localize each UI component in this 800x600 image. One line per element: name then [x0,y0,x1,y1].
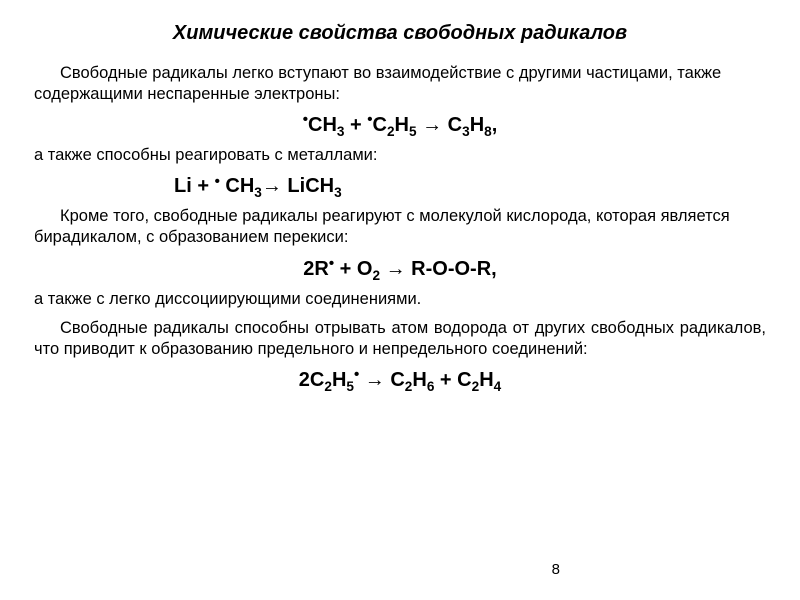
paragraph-3: Кроме того, свободные радикалы реагируют… [34,206,766,248]
paragraph-1: Свободные радикалы легко вступают во вза… [34,63,766,105]
equation-4: 2C2H5• → C2H6 + C2H4 [34,368,766,392]
radical-dot-icon: • [303,111,308,128]
arrow-icon: → [359,369,390,391]
equation-2: Li + • CH3→ LiCH3 [34,174,766,198]
arrow-icon: → [380,258,411,280]
slide: Химические свойства свободных радикалов … [0,0,800,600]
paragraph-4: а также с легко диссоциирующими соединен… [34,289,766,310]
slide-title: Химические свойства свободных радикалов [34,22,766,45]
radical-dot-icon: • [215,173,220,190]
equation-1: •CH3 + •C2H5 → C3H8, [34,113,766,137]
arrow-icon: → [417,114,448,136]
radical-dot-icon: • [354,366,359,383]
page-number: 8 [552,561,560,578]
paragraph-2: а также способны реагировать с металлами… [34,145,766,166]
radical-dot-icon: • [367,111,372,128]
radical-dot-icon: • [329,255,334,272]
equation-3: 2R• + O2 → R-O-O-R, [34,257,766,281]
paragraph-5: Свободные радикалы способны отрывать ато… [34,318,766,360]
arrow-icon: → [262,175,288,197]
